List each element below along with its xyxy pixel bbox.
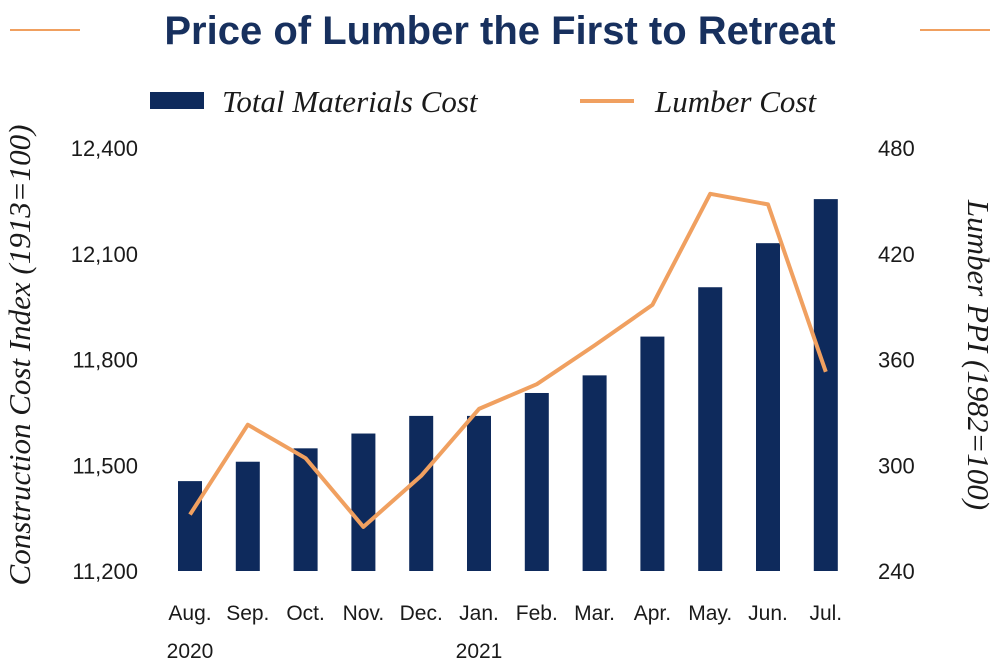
- y-axis-left-ticks: 12,400 12,100 11,800 11,500 11,200: [71, 136, 138, 584]
- bar-series: [178, 199, 838, 572]
- legend-bar-label: Total Materials Cost: [222, 84, 479, 119]
- bar: [467, 415, 491, 571]
- x-category-label: May.: [688, 602, 732, 625]
- x-category-label: Sep.: [226, 602, 269, 625]
- bar: [756, 243, 780, 572]
- bar: [524, 392, 549, 571]
- y-left-tick-label: 11,200: [72, 559, 138, 584]
- bar: [698, 287, 723, 571]
- chart-title: Price of Lumber the First to Retreat: [164, 9, 835, 53]
- x-category-label: Jan.: [459, 602, 499, 625]
- x-category-label: Feb.: [516, 602, 558, 625]
- y-left-tick-label: 12,100: [71, 242, 138, 267]
- y-right-tick-label: 420: [878, 242, 915, 267]
- bar: [409, 415, 434, 571]
- x-axis-labels: Aug. Sep. Oct. Nov. Dec. Jan. Feb. Mar. Apr. May.…: [167, 602, 843, 663]
- y-axis-right-title: Lumber PPI (1982=100): [961, 199, 996, 510]
- lumber-cost-line: [188, 191, 828, 529]
- y-right-tick-label: 360: [878, 348, 915, 373]
- bar: [582, 375, 607, 571]
- legend-bar-swatch: [150, 92, 204, 109]
- x-year-label: 2021: [456, 640, 503, 663]
- legend-line-label: Lumber Cost: [654, 84, 817, 119]
- x-year-label: 2020: [167, 640, 214, 663]
- x-category-label: Dec.: [400, 602, 443, 625]
- y-left-tick-label: 12,400: [71, 136, 138, 161]
- x-category-label: Mar.: [574, 602, 615, 625]
- bar: [640, 336, 665, 571]
- bar: [813, 199, 838, 572]
- y-left-tick-label: 11,500: [72, 453, 138, 478]
- y-right-tick-label: 480: [878, 136, 915, 161]
- x-category-label: Jul.: [809, 602, 842, 625]
- y-axis-left-title: Construction Cost Index (1913=100): [2, 125, 37, 586]
- x-category-label: Nov.: [343, 602, 385, 625]
- x-category-label: Jun.: [748, 602, 788, 625]
- x-category-label: Apr.: [634, 602, 671, 625]
- x-category-label: Oct.: [286, 602, 325, 625]
- bar: [351, 433, 376, 571]
- bar: [178, 481, 202, 571]
- bar: [235, 461, 260, 571]
- x-category-label: Aug.: [168, 602, 211, 625]
- y-left-tick-label: 11,800: [72, 348, 138, 373]
- y-right-tick-label: 240: [878, 559, 915, 584]
- y-right-tick-label: 300: [878, 453, 915, 478]
- y-axis-right-ticks: 480 420 360 300 240: [878, 136, 915, 584]
- line-series: [188, 191, 828, 529]
